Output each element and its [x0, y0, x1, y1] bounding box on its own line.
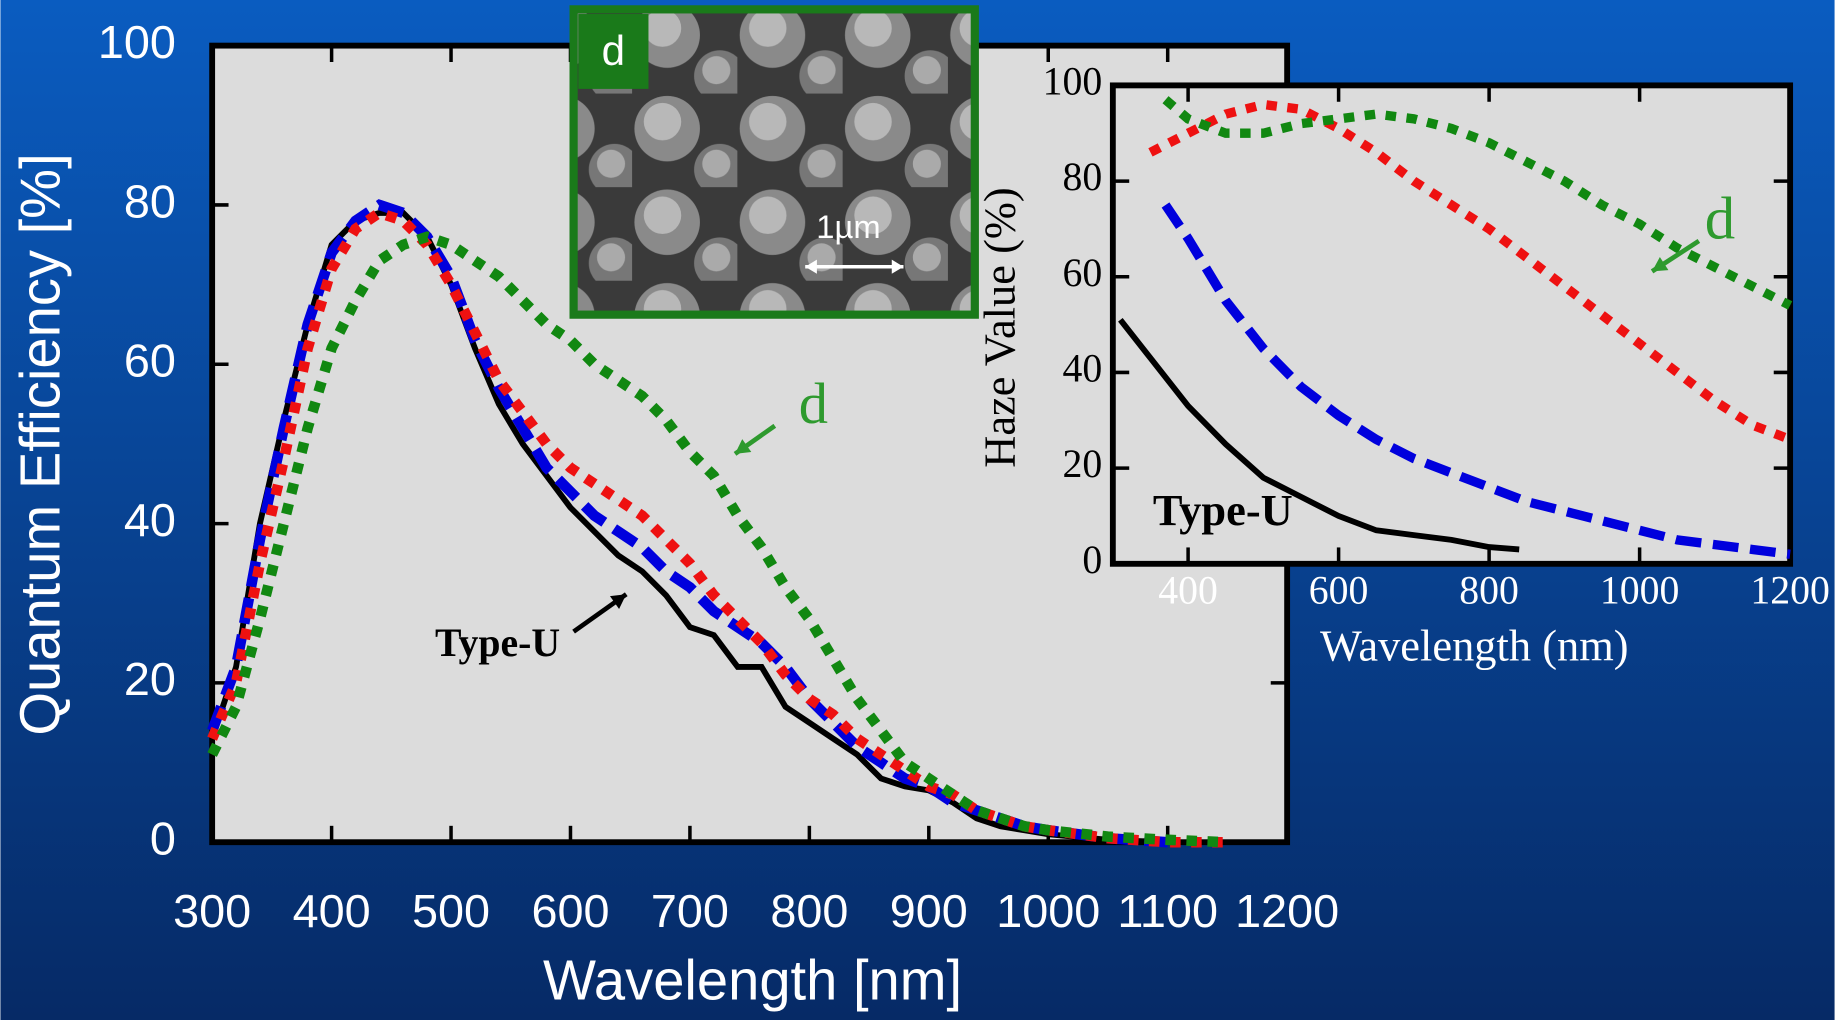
x-tick-label: 600	[531, 885, 609, 937]
scale-bar-arrows	[805, 259, 904, 274]
y-axis-label: Haze Value (%)	[974, 187, 1024, 467]
plot-area	[1109, 82, 1794, 567]
series-line	[1161, 202, 1791, 559]
y-tick-label: 80	[124, 175, 176, 227]
x-tick-label: 1200	[1235, 885, 1339, 937]
x-tick-label: 1100	[1117, 885, 1218, 937]
y-tick-label: 100	[98, 16, 176, 68]
x-tick-label: 900	[890, 885, 968, 937]
sem-label-box	[578, 14, 649, 89]
x-tick-label: 300	[173, 885, 251, 937]
annotation-arrowhead	[1652, 256, 1669, 272]
annotation: Type-U	[1153, 485, 1293, 535]
y-tick-label: 20	[124, 653, 176, 705]
series-line	[1162, 96, 1793, 310]
y-tick-label: 100	[1043, 60, 1103, 104]
annotation: d	[1705, 186, 1735, 253]
y-tick-label: 20	[1063, 442, 1103, 486]
series-line	[1118, 318, 1520, 553]
y-axis-label: Quantum Efficiency [%]	[9, 153, 72, 735]
annotation-arrowhead	[735, 439, 752, 454]
x-axis-label: Wavelength (nm)	[1320, 621, 1629, 671]
annotation: Type-U	[435, 621, 560, 665]
y-tick-label: 60	[1063, 251, 1103, 295]
x-tick-label: 500	[412, 885, 490, 937]
x-tick-label: 800	[770, 885, 848, 937]
x-tick-label: 800	[1459, 568, 1519, 612]
y-tick-label: 0	[150, 813, 176, 865]
annotation-arrowhead	[609, 594, 627, 609]
y-tick-label: 40	[1063, 347, 1103, 391]
y-tick-label: 0	[1082, 538, 1102, 582]
y-tick-label: 80	[1063, 155, 1103, 199]
x-tick-label: 700	[651, 885, 729, 937]
series-line	[1148, 99, 1792, 444]
x-tick-label: 400	[1158, 568, 1218, 612]
sem-image: d 1µm	[569, 5, 979, 319]
series-line	[207, 231, 1228, 848]
x-axis-label: Wavelength [nm]	[543, 949, 962, 1012]
scale-bar-label: 1µm	[816, 208, 880, 245]
x-tick-label: 600	[1309, 568, 1369, 612]
sem-label: d	[602, 27, 625, 74]
x-tick-label: 400	[293, 885, 371, 937]
annotation: d	[799, 371, 828, 436]
y-tick-label: 40	[124, 494, 176, 546]
y-tick-label: 60	[124, 335, 176, 387]
series-line	[207, 199, 1169, 848]
x-tick-label: 1000	[1600, 568, 1680, 612]
x-tick-label: 1200	[1750, 568, 1830, 612]
x-tick-label: 1000	[996, 885, 1100, 937]
